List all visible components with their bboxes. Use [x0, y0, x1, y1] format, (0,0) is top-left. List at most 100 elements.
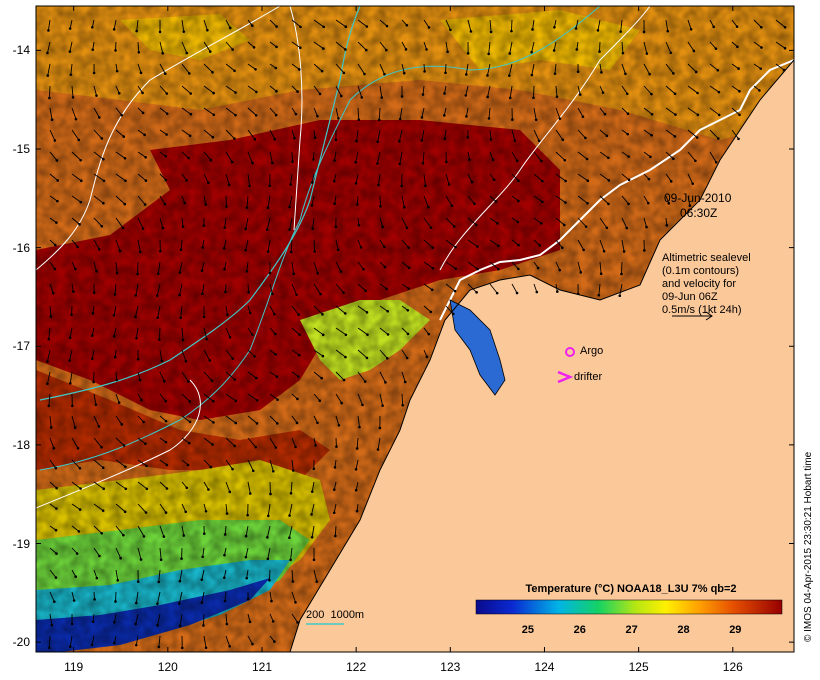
velocity-vector-head — [55, 486, 58, 490]
velocity-vector — [577, 261, 582, 273]
velocity-vector — [137, 239, 141, 252]
velocity-vector-head — [452, 225, 456, 228]
velocity-vector — [288, 525, 293, 538]
velocity-vector-head — [254, 445, 258, 449]
velocity-vector-head — [486, 95, 489, 99]
velocity-vector — [687, 151, 696, 162]
velocity-vector — [532, 19, 535, 30]
velocity-vector — [49, 261, 56, 270]
velocity-vector — [71, 437, 79, 449]
velocity-vector — [93, 547, 100, 557]
velocity-vector-head — [141, 111, 145, 115]
velocity-vector-head — [274, 113, 278, 117]
velocity-vector-head — [97, 425, 101, 428]
velocity-vector — [71, 173, 82, 182]
velocity-vector-head — [144, 442, 147, 446]
velocity-vector — [531, 63, 535, 76]
velocity-vector-head — [464, 94, 468, 97]
velocity-vector-head — [289, 558, 292, 562]
velocity-vector-head — [322, 47, 325, 50]
velocity-vector-head — [113, 355, 117, 359]
velocity-vector-head — [427, 332, 431, 336]
velocity-vector — [69, 41, 73, 52]
velocity-vector — [621, 261, 623, 274]
velocity-vector-head — [294, 601, 297, 604]
velocity-vector — [533, 173, 543, 182]
velocity-vector-head — [497, 267, 500, 271]
velocity-vector-head — [294, 445, 297, 449]
velocity-vector — [245, 547, 249, 558]
velocity-vector-head — [295, 293, 298, 296]
velocity-vector — [709, 129, 719, 139]
velocity-vector-head — [268, 578, 271, 582]
velocity-vector-head — [202, 532, 206, 535]
velocity-vector — [291, 85, 298, 92]
velocity-vector-head — [208, 50, 212, 53]
velocity-vector-head — [138, 250, 142, 254]
velocity-vector-head — [122, 135, 126, 138]
velocity-scale-arrow — [672, 311, 713, 321]
velocity-vector-head — [90, 334, 94, 337]
velocity-vector — [423, 239, 433, 249]
velocity-vector — [511, 239, 519, 246]
velocity-vector — [49, 547, 57, 554]
velocity-vector — [753, 19, 762, 28]
velocity-vector — [687, 173, 694, 184]
velocity-vector-head — [365, 311, 369, 314]
velocity-vector — [687, 85, 698, 94]
velocity-vector-head — [738, 89, 741, 93]
velocity-vector-head — [496, 222, 499, 225]
velocity-vector — [115, 217, 124, 229]
velocity-vector-head — [489, 30, 493, 34]
velocity-vector-head — [342, 291, 345, 294]
velocity-vector-head — [234, 113, 237, 117]
velocity-vector — [665, 195, 670, 204]
velocity-vector-head — [299, 46, 302, 50]
velocity-vector — [643, 129, 652, 136]
velocity-vector — [599, 195, 609, 205]
velocity-vector-head — [403, 206, 406, 209]
velocity-vector — [115, 569, 119, 581]
velocity-vector-head — [322, 25, 325, 29]
y-tick-label: -15 — [12, 142, 30, 156]
velocity-vector — [93, 195, 104, 204]
velocity-vector — [467, 283, 477, 293]
velocity-vector-head — [316, 271, 319, 275]
velocity-vector-head — [76, 446, 80, 450]
velocity-vector-head — [564, 201, 567, 204]
velocity-vector-head — [297, 375, 300, 378]
velocity-vector-head — [377, 183, 380, 187]
velocity-vector — [247, 85, 257, 93]
velocity-vector — [247, 415, 258, 424]
velocity-vector-head — [144, 179, 148, 182]
velocity-vector — [313, 41, 324, 49]
velocity-vector — [93, 129, 103, 139]
velocity-vector — [49, 173, 58, 181]
velocity-vector — [577, 129, 586, 139]
velocity-vector-head — [398, 117, 402, 121]
y-tick-label: -17 — [12, 339, 30, 354]
velocity-vector-head — [157, 580, 161, 584]
velocity-vector — [401, 195, 405, 208]
velocity-vector — [379, 63, 385, 75]
velocity-vector-head — [209, 465, 213, 469]
velocity-vector-head — [310, 204, 314, 207]
velocity-vector-head — [386, 357, 389, 360]
velocity-vector — [423, 41, 427, 50]
velocity-vector-head — [443, 137, 447, 140]
velocity-vector — [379, 41, 387, 51]
velocity-vector-head — [233, 378, 237, 381]
velocity-vector — [159, 503, 167, 513]
velocity-vector-head — [185, 179, 188, 182]
velocity-vector-head — [508, 52, 512, 55]
y-tick-label: -20 — [12, 635, 30, 650]
velocity-vector-head — [188, 400, 192, 403]
velocity-vector — [335, 393, 343, 404]
velocity-vector-head — [344, 355, 347, 359]
velocity-vector — [665, 63, 674, 74]
velocity-vector-head — [74, 575, 77, 578]
velocity-vector — [69, 327, 73, 338]
velocity-vector — [290, 173, 293, 185]
velocity-vector — [621, 107, 629, 115]
velocity-vector — [71, 239, 78, 248]
